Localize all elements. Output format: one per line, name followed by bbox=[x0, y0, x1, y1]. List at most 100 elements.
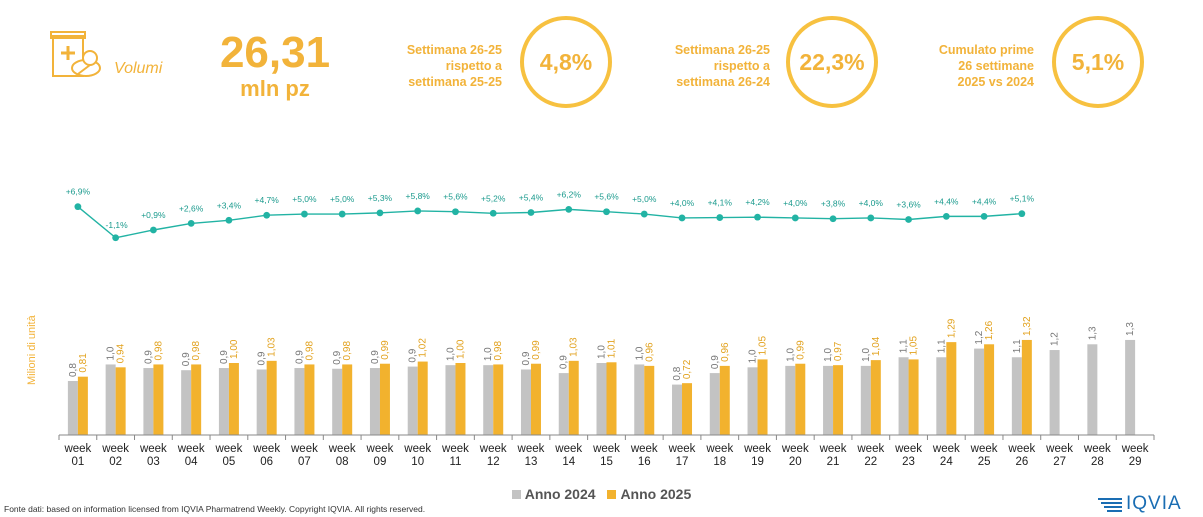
legend-label-2025: Anno 2025 bbox=[620, 486, 692, 502]
bar-2025 bbox=[342, 364, 353, 435]
growth-point bbox=[791, 214, 799, 222]
growth-label: +5,4% bbox=[519, 192, 544, 202]
bar-2024 bbox=[936, 357, 947, 435]
bar-label-2025: 0,98 bbox=[153, 341, 164, 361]
metric-3-caption: Cumulato prime 26 settimane 2025 vs 2024 bbox=[910, 42, 1034, 90]
bar-2024 bbox=[974, 348, 985, 435]
bar-label-2025: 1,02 bbox=[418, 338, 429, 358]
growth-label: +5,2% bbox=[481, 193, 506, 203]
bar-2025 bbox=[1021, 339, 1032, 435]
x-tick-label: week 28 bbox=[1083, 443, 1111, 468]
bar-2025 bbox=[908, 359, 919, 435]
bar-label-2024: 1,0 bbox=[445, 347, 456, 361]
bar-2024 bbox=[445, 365, 456, 435]
bar-label-2024: 0,9 bbox=[710, 355, 721, 369]
bar-label-2024: 1,0 bbox=[634, 346, 645, 360]
bar-label-2025: 0,98 bbox=[493, 341, 504, 361]
bar-label-2025: 1,05 bbox=[758, 335, 769, 355]
bar-label-2024: 0,9 bbox=[257, 351, 268, 365]
bar-2024 bbox=[520, 369, 531, 435]
metric-2-line-1: Settimana 26-25 bbox=[674, 43, 770, 57]
bar-label-2024: 0,9 bbox=[559, 355, 570, 369]
bar-2025 bbox=[379, 363, 390, 435]
x-tick-label: week 12 bbox=[479, 443, 507, 468]
volume-chart: 0,8 0,81 1,0 0,94 0,9 0,98 0,9 0,98 0,9 1,00 0,91,… bbox=[58, 187, 1155, 468]
growth-label: +3,6% bbox=[896, 199, 921, 209]
bar-2025 bbox=[568, 360, 579, 435]
x-tick-label: week 27 bbox=[1045, 443, 1073, 468]
growth-label: +3,4% bbox=[217, 200, 242, 210]
bar-2025 bbox=[870, 360, 881, 435]
x-tick-label: week 01 bbox=[63, 443, 91, 468]
x-tick-label: week 10 bbox=[403, 443, 431, 468]
metric-3-line-1: Cumulato prime bbox=[938, 43, 1034, 57]
growth-label: +6,9% bbox=[66, 187, 91, 197]
metric-3-circle: 5,1% bbox=[1052, 16, 1144, 108]
kpi-unit: mln pz bbox=[240, 76, 310, 101]
bar-label-2024: 0,9 bbox=[181, 352, 192, 366]
metric-2-line-3: settimana 26-24 bbox=[676, 75, 770, 89]
medicine-box-icon bbox=[50, 31, 101, 77]
bar-2024 bbox=[823, 365, 834, 435]
bar-2025 bbox=[530, 363, 541, 435]
x-tick-label: week 06 bbox=[252, 443, 280, 468]
bar-2024 bbox=[860, 365, 871, 435]
legend-swatch-2024 bbox=[511, 490, 521, 499]
bar-label-2025: 0,99 bbox=[531, 340, 542, 360]
bar-label-2024: 1,1 bbox=[899, 339, 910, 353]
bar-label-2024: 1,0 bbox=[823, 348, 834, 362]
metric-1-circle: 4,8% bbox=[520, 16, 612, 108]
bar-label-2025: 1,01 bbox=[607, 338, 618, 358]
bar-label-2024: 1,3 bbox=[1125, 322, 1136, 336]
bar-label-2025: 1,04 bbox=[871, 336, 882, 356]
growth-point bbox=[338, 210, 346, 218]
bar-2024 bbox=[709, 373, 720, 435]
bar-label-2025: 0,96 bbox=[720, 342, 731, 362]
x-tick-label: week 13 bbox=[517, 443, 545, 468]
bar-2025 bbox=[644, 365, 655, 435]
bar-2025 bbox=[833, 365, 844, 435]
growth-point bbox=[74, 203, 82, 211]
bar-2024 bbox=[407, 366, 418, 435]
bar-label-2024: 1,0 bbox=[748, 349, 759, 363]
growth-point bbox=[980, 212, 988, 220]
x-tick-label: week 05 bbox=[214, 443, 242, 468]
growth-point bbox=[829, 215, 837, 223]
bar-label-2025: 1,00 bbox=[229, 339, 240, 359]
growth-label: +5,0% bbox=[292, 194, 317, 204]
bar-2024 bbox=[634, 364, 645, 435]
bar-2025 bbox=[115, 367, 126, 435]
growth-label: +5,1% bbox=[1010, 194, 1035, 204]
metric-2-caption: Settimana 26-25 rispetto a settimana 26-… bbox=[646, 42, 770, 90]
bar-2024 bbox=[181, 370, 192, 435]
bar-label-2024: 1,3 bbox=[1087, 326, 1098, 340]
growth-label: +6,2% bbox=[557, 189, 582, 199]
x-tick-label: week 14 bbox=[554, 443, 582, 468]
legend-item-2025: Anno 2025 bbox=[607, 486, 691, 502]
kpi-number: 26,31 bbox=[219, 28, 331, 77]
x-tick-label: week 03 bbox=[139, 443, 167, 468]
x-tick-label: week 09 bbox=[366, 443, 394, 468]
x-tick-label: week 19 bbox=[743, 443, 771, 468]
bar-label-2024: 1,0 bbox=[106, 346, 117, 360]
bar-label-2024: 0,9 bbox=[143, 350, 154, 364]
legend-swatch-2025 bbox=[607, 490, 617, 499]
growth-point bbox=[489, 209, 497, 217]
bar-label-2024: 0,9 bbox=[521, 351, 532, 365]
growth-label: +5,0% bbox=[632, 194, 657, 204]
bar-2025 bbox=[191, 364, 202, 435]
growth-point bbox=[678, 214, 686, 222]
x-tick-label: week 23 bbox=[894, 443, 922, 468]
bar-label-2025: 0,97 bbox=[833, 341, 844, 361]
bar-2024 bbox=[672, 384, 683, 435]
growth-point bbox=[905, 216, 912, 223]
bar-label-2025: 1,32 bbox=[1022, 316, 1033, 336]
bar-2024 bbox=[1049, 350, 1060, 435]
growth-label: +5,6% bbox=[443, 192, 468, 202]
bar-label-2024: 1,1 bbox=[1012, 339, 1023, 353]
bar-2024 bbox=[747, 367, 758, 435]
growth-point bbox=[754, 213, 761, 221]
source-note: Fonte dati: based on information license… bbox=[4, 504, 426, 514]
bar-2025 bbox=[946, 342, 957, 435]
bar-label-2025: 0,96 bbox=[644, 342, 655, 362]
